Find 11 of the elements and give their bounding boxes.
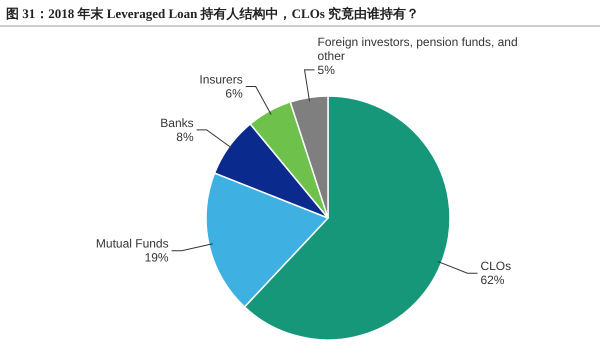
- data-label: 6%: [225, 86, 244, 101]
- data-label: 62%: [480, 273, 505, 288]
- data-label: 19%: [144, 250, 169, 265]
- slice-label: CLOs: [480, 259, 512, 274]
- slice-label: Insurers: [199, 72, 243, 87]
- slice-label: Mutual Funds: [96, 236, 169, 251]
- data-label: 5%: [318, 62, 336, 77]
- chart-title: 图 31：2018 年末 Leveraged Loan 持有人结构中，CLOs 究竟由谁持有？: [6, 6, 420, 21]
- data-label: 8%: [176, 130, 194, 144]
- slice-label: Banks: [160, 116, 194, 130]
- slice-label: Foreign investors, pension funds, and other: [318, 34, 518, 63]
